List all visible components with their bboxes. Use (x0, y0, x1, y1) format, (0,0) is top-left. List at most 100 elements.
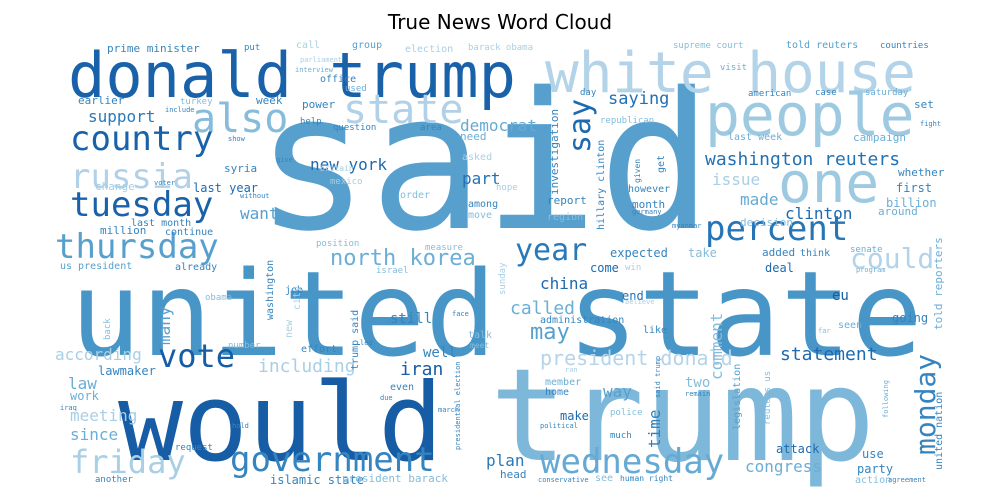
word-get: get (656, 155, 667, 173)
word-asked: asked (462, 152, 492, 163)
word-agreement: agreement (888, 476, 926, 484)
word-vote: vote (158, 337, 235, 375)
word-call: call (296, 40, 320, 51)
word-democrat: democrat (460, 116, 537, 135)
word-thursday: thursday (55, 227, 219, 267)
word-russia: russia (70, 157, 193, 197)
word-comment: comment (707, 313, 726, 380)
word-talk: talk (468, 330, 492, 341)
word-order: order (400, 190, 430, 201)
word-take: take (688, 246, 717, 260)
word-myanmar: myanmar (672, 222, 702, 230)
word-like: like (643, 325, 667, 336)
word-still: still (390, 311, 432, 327)
word-action: action (855, 475, 891, 486)
word-obama: obama (205, 293, 232, 303)
word-hold: hold (232, 422, 249, 430)
word-march: march (438, 406, 459, 414)
word-including: including (258, 356, 356, 377)
word-friday: friday (70, 443, 186, 481)
word-saying: saying (608, 89, 669, 109)
word-say: say (563, 99, 598, 153)
word-would: would (118, 361, 443, 486)
word-whether: whether (898, 166, 945, 179)
word-include: include (165, 106, 195, 114)
word-need: need (460, 130, 487, 143)
word-told-reuters: told reuters (786, 40, 858, 51)
word-since: since (70, 425, 118, 444)
word-barack-obama: barack obama (468, 43, 533, 53)
word-set: set (914, 98, 934, 111)
word-added: added (762, 246, 795, 259)
word-seen: seen (838, 320, 862, 331)
word-britain: britain (320, 164, 354, 173)
word-support: support (88, 107, 155, 126)
word-president-barack: president barack (342, 472, 448, 485)
word-issue: issue (712, 170, 760, 189)
word-part: part (462, 169, 501, 188)
word-decision: decision (740, 216, 793, 229)
word-without: without (240, 192, 270, 200)
word-tuesday: tuesday (70, 185, 213, 225)
word-parliament: parliament (300, 56, 342, 64)
word-law: law (68, 374, 97, 393)
word-iran: iran (400, 359, 443, 380)
word-iraq: iraq (60, 404, 77, 412)
word-remain: remain (685, 390, 710, 398)
word-told-reporters: told reporters (932, 237, 945, 330)
word-could: could (850, 242, 934, 275)
chart-title: True News Word Cloud (387, 10, 613, 34)
word-already: already (175, 262, 217, 273)
word-home: home (545, 387, 569, 398)
word-election: election (405, 44, 453, 55)
word-fight: fight (920, 120, 941, 128)
word-office: office (320, 74, 356, 85)
word-washington: washington (265, 260, 276, 320)
word-conservative: conservative (538, 476, 589, 484)
word-republican: republican (600, 116, 654, 126)
word-another: another (95, 475, 134, 485)
word-turkey: turkey (180, 97, 213, 107)
word-voter: voter (154, 179, 175, 187)
word-legislation: legislation (732, 364, 743, 430)
word-member: member (545, 377, 581, 388)
word-washington-reuters: washington reuters (705, 149, 900, 170)
word-said-trump: said trump (654, 356, 662, 398)
word-day: day (580, 88, 597, 98)
word-last-year: last year (193, 181, 258, 195)
word-also: also (192, 96, 288, 142)
word-hillary-clinton: hillary clinton (596, 140, 607, 230)
word-effort: effort (301, 344, 337, 355)
word-around: around (878, 205, 918, 218)
word-far: far (818, 327, 831, 335)
word-many: many (155, 306, 174, 345)
word-government: government (230, 440, 435, 480)
word-countries: countries (880, 41, 929, 51)
word-attack: attack (776, 442, 820, 456)
word-police: police (610, 408, 643, 418)
word-earlier: earlier (78, 94, 125, 107)
word-prime-minister: prime minister (107, 42, 200, 55)
word-among: among (468, 199, 498, 210)
word-case: case (815, 88, 837, 98)
word-use: use (862, 447, 884, 461)
word-due: due (380, 394, 393, 402)
word-called: called (510, 298, 575, 319)
word-investigation: investigation (548, 109, 561, 195)
word-meeting: meeting (70, 406, 137, 425)
word-think: think (800, 248, 830, 259)
word-city: city (292, 286, 303, 310)
word-way: way (603, 382, 632, 401)
word-eu: eu (832, 288, 849, 304)
word-hope: hope (496, 183, 518, 193)
word-want: want (240, 204, 279, 223)
word-israel: israel (376, 266, 409, 276)
word-one: one (778, 151, 879, 216)
word-position: position (316, 239, 359, 249)
word-political: political (540, 422, 578, 430)
word-meet: meet (470, 341, 489, 350)
word-trump-said: trump said (350, 310, 361, 370)
word-president-donald: president donald (540, 346, 733, 370)
word-senate: senate (850, 245, 883, 255)
